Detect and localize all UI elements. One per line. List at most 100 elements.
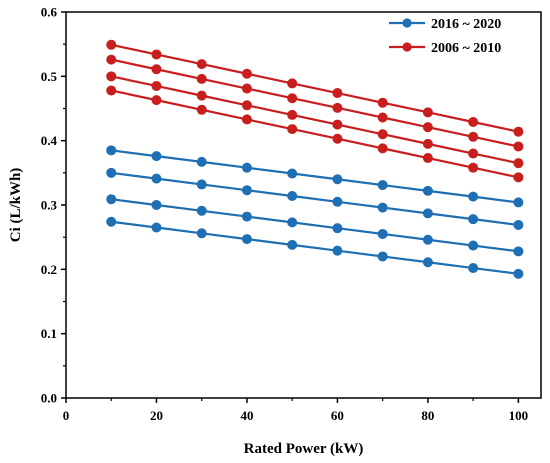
data-point [377, 143, 388, 154]
series-line [111, 220, 519, 275]
data-point [106, 216, 117, 227]
y-tick-label: 0.2 [41, 262, 57, 277]
data-point [287, 168, 298, 179]
data-point [468, 131, 479, 142]
data-point [151, 151, 162, 162]
data-point [377, 112, 388, 123]
data-point [196, 59, 207, 70]
series-line [111, 89, 519, 179]
series-line [111, 43, 519, 133]
data-point [468, 191, 479, 202]
data-point [513, 197, 524, 208]
data-point [377, 97, 388, 108]
series-line [111, 149, 519, 204]
data-point [468, 117, 479, 128]
data-point [422, 257, 433, 268]
data-point [106, 54, 117, 65]
data-point [513, 268, 524, 279]
data-point [377, 202, 388, 213]
data-point [151, 173, 162, 184]
series-line [111, 198, 519, 253]
data-point [196, 104, 207, 115]
data-point [468, 162, 479, 173]
x-tick-label: 20 [150, 408, 163, 423]
data-point [332, 88, 343, 99]
data-point [196, 205, 207, 216]
data-point [332, 174, 343, 185]
series-line [111, 58, 519, 148]
series-line-group [106, 71, 524, 169]
data-point [151, 49, 162, 60]
x-tick-label: 0 [63, 408, 70, 423]
data-point [196, 156, 207, 167]
data-point [332, 245, 343, 256]
series-line-group [106, 167, 524, 230]
y-axis-title: Ci (L/kWh) [8, 168, 24, 243]
data-point [513, 158, 524, 169]
y-tick-label: 0.4 [41, 133, 58, 148]
data-point [332, 119, 343, 130]
data-point [196, 73, 207, 84]
data-point [422, 122, 433, 133]
data-point [151, 95, 162, 106]
data-point [151, 80, 162, 91]
data-point [422, 208, 433, 219]
plot-frame [65, 11, 542, 399]
data-point [151, 64, 162, 75]
data-point [287, 109, 298, 120]
series-line-group [106, 85, 524, 183]
data-point [513, 172, 524, 183]
x-tick-label: 40 [240, 408, 253, 423]
data-point [106, 85, 117, 96]
series-line [111, 171, 519, 227]
series-line-group [106, 39, 524, 137]
data-point [422, 185, 433, 196]
legend-label: 2006 ~ 2010 [431, 41, 501, 56]
data-point [151, 222, 162, 233]
data-point [468, 214, 479, 225]
tick-labels: 0 20 40 60 80 100 0.0 0.1 0.2 0.3 0.4 0.5 0.6 [41, 5, 528, 424]
axis-ticks [61, 11, 520, 403]
data-point [287, 78, 298, 89]
x-tick-label: 100 [509, 408, 529, 423]
data-point [332, 133, 343, 144]
y-tick-label: 0.3 [41, 198, 58, 213]
data-point [196, 90, 207, 101]
data-point [241, 211, 252, 222]
x-tick-label: 80 [421, 408, 434, 423]
legend-label: 2016 ~ 2020 [431, 17, 501, 32]
data-point [287, 93, 298, 104]
data-point [241, 83, 252, 94]
legend-marker [402, 42, 412, 52]
x-tick-label: 60 [331, 408, 344, 423]
data-point [106, 145, 117, 156]
data-point [287, 217, 298, 228]
data-point [106, 71, 117, 82]
data-point [332, 223, 343, 234]
data-point [513, 246, 524, 257]
data-point [241, 68, 252, 79]
series-line-group [106, 54, 524, 152]
data-point [106, 194, 117, 205]
data-point [377, 228, 388, 239]
y-tick-label: 0.1 [41, 326, 57, 341]
data-point [332, 102, 343, 113]
data-point [422, 153, 433, 164]
data-point [422, 138, 433, 149]
data-point [468, 240, 479, 251]
series-line [111, 75, 519, 165]
data-point [468, 148, 479, 159]
data-point [287, 239, 298, 250]
data-point [106, 39, 117, 50]
data-point [196, 228, 207, 239]
series-line-group [106, 216, 524, 279]
data-point [241, 100, 252, 111]
data-point [196, 179, 207, 190]
data-point [377, 129, 388, 140]
series-layer [106, 39, 524, 279]
legend-marker [402, 18, 412, 28]
data-point [468, 263, 479, 274]
y-tick-label: 0.0 [41, 391, 57, 406]
data-point [287, 124, 298, 135]
